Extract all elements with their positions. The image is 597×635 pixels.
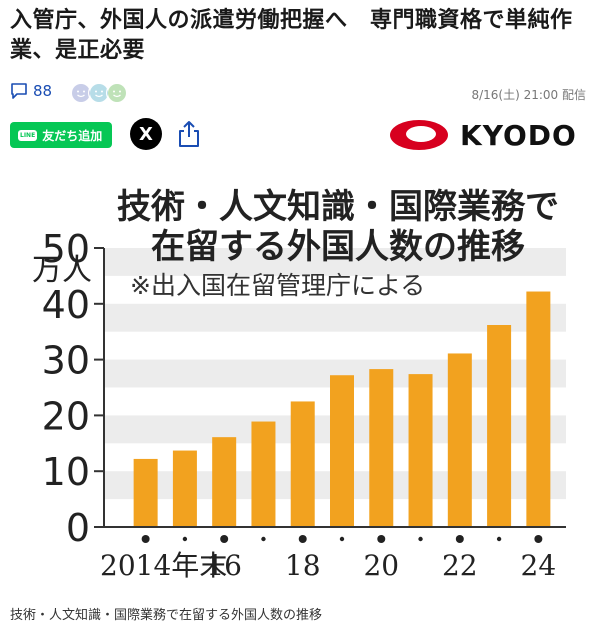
x-tick-dot bbox=[496, 536, 502, 542]
image-caption: 技術・人文知識・国際業務で在留する外国人数の推移 bbox=[10, 608, 323, 623]
bar bbox=[487, 325, 512, 527]
x-tick-dot bbox=[534, 535, 543, 543]
comment-button[interactable]: 88 bbox=[10, 82, 52, 100]
y-tick-label: 30 bbox=[42, 339, 90, 383]
x-tick-label: 20 bbox=[363, 549, 399, 582]
x-tick-dot bbox=[261, 536, 266, 542]
reaction-face-icon bbox=[88, 82, 110, 104]
x-tick-dot bbox=[141, 535, 150, 543]
y-tick-label: 10 bbox=[42, 450, 90, 494]
kyodo-logo-icon bbox=[390, 120, 448, 150]
bar bbox=[369, 369, 394, 527]
x-tick-label: 2014年末 bbox=[100, 549, 227, 582]
line-add-friend-button[interactable]: LINE 友だち追加 bbox=[10, 122, 113, 148]
x-tick-dot bbox=[182, 536, 188, 542]
bar bbox=[447, 353, 472, 527]
bar bbox=[212, 437, 237, 527]
x-tick-dot bbox=[418, 536, 423, 542]
x-tick-dot bbox=[377, 535, 386, 543]
x-tick-label: 18 bbox=[285, 549, 321, 582]
x-tick-label: 24 bbox=[521, 549, 557, 582]
chart-ylabel: 万人 bbox=[32, 253, 92, 288]
bar bbox=[133, 458, 158, 527]
comment-icon bbox=[11, 83, 27, 99]
chart-title-line2: 在留する外国人数の推移 bbox=[151, 227, 525, 267]
x-share-button[interactable]: X bbox=[130, 118, 162, 150]
reactions[interactable] bbox=[70, 82, 128, 104]
publisher-logo: KYODO bbox=[388, 118, 577, 152]
bar bbox=[172, 450, 197, 527]
line-button-label: 友だち追加 bbox=[42, 128, 103, 143]
x-icon: X bbox=[139, 123, 153, 145]
x-tick-dot bbox=[455, 535, 464, 543]
x-tick-dot bbox=[339, 536, 345, 542]
x-tick-dot bbox=[298, 535, 307, 543]
publisher-name: KYODO bbox=[460, 118, 577, 152]
bar bbox=[408, 374, 433, 527]
x-tick-label: 22 bbox=[442, 549, 478, 582]
chart-source-note: ※出入国在留管理庁による bbox=[130, 271, 425, 300]
y-tick-label: 50 bbox=[42, 227, 90, 271]
grid-stripe bbox=[104, 248, 566, 276]
y-tick-label: 40 bbox=[42, 283, 90, 327]
comment-count: 88 bbox=[33, 82, 53, 100]
line-badge: LINE bbox=[18, 129, 38, 141]
x-tick-label: 16 bbox=[206, 549, 242, 582]
bar bbox=[330, 375, 354, 527]
publish-date: 8/16(土) 21:00 配信 bbox=[471, 88, 586, 102]
y-tick-label: 0 bbox=[66, 506, 90, 550]
x-tick-dot bbox=[220, 535, 229, 543]
bar bbox=[290, 401, 315, 527]
meta-row: 88 8/16(土) 21:00 配信 bbox=[10, 82, 590, 104]
y-tick-label: 20 bbox=[42, 394, 90, 438]
share-icon[interactable] bbox=[176, 120, 202, 148]
bar bbox=[526, 291, 551, 527]
reaction-face-icon bbox=[106, 82, 128, 104]
headline: 入管庁、外国人の派遣労働把握へ 専門職資格で単純作業、是正必要 bbox=[10, 8, 573, 63]
chart-title-line1: 技術・人文知識・国際業務で bbox=[117, 187, 559, 227]
chart-area: 0 10 20 30 40 50 2014年末 16 18 20 22 24 技術・人文知識・国際業… bbox=[8, 170, 589, 585]
bar bbox=[251, 421, 276, 527]
share-row: LINE 友だち追加 X KYODO bbox=[10, 118, 590, 152]
